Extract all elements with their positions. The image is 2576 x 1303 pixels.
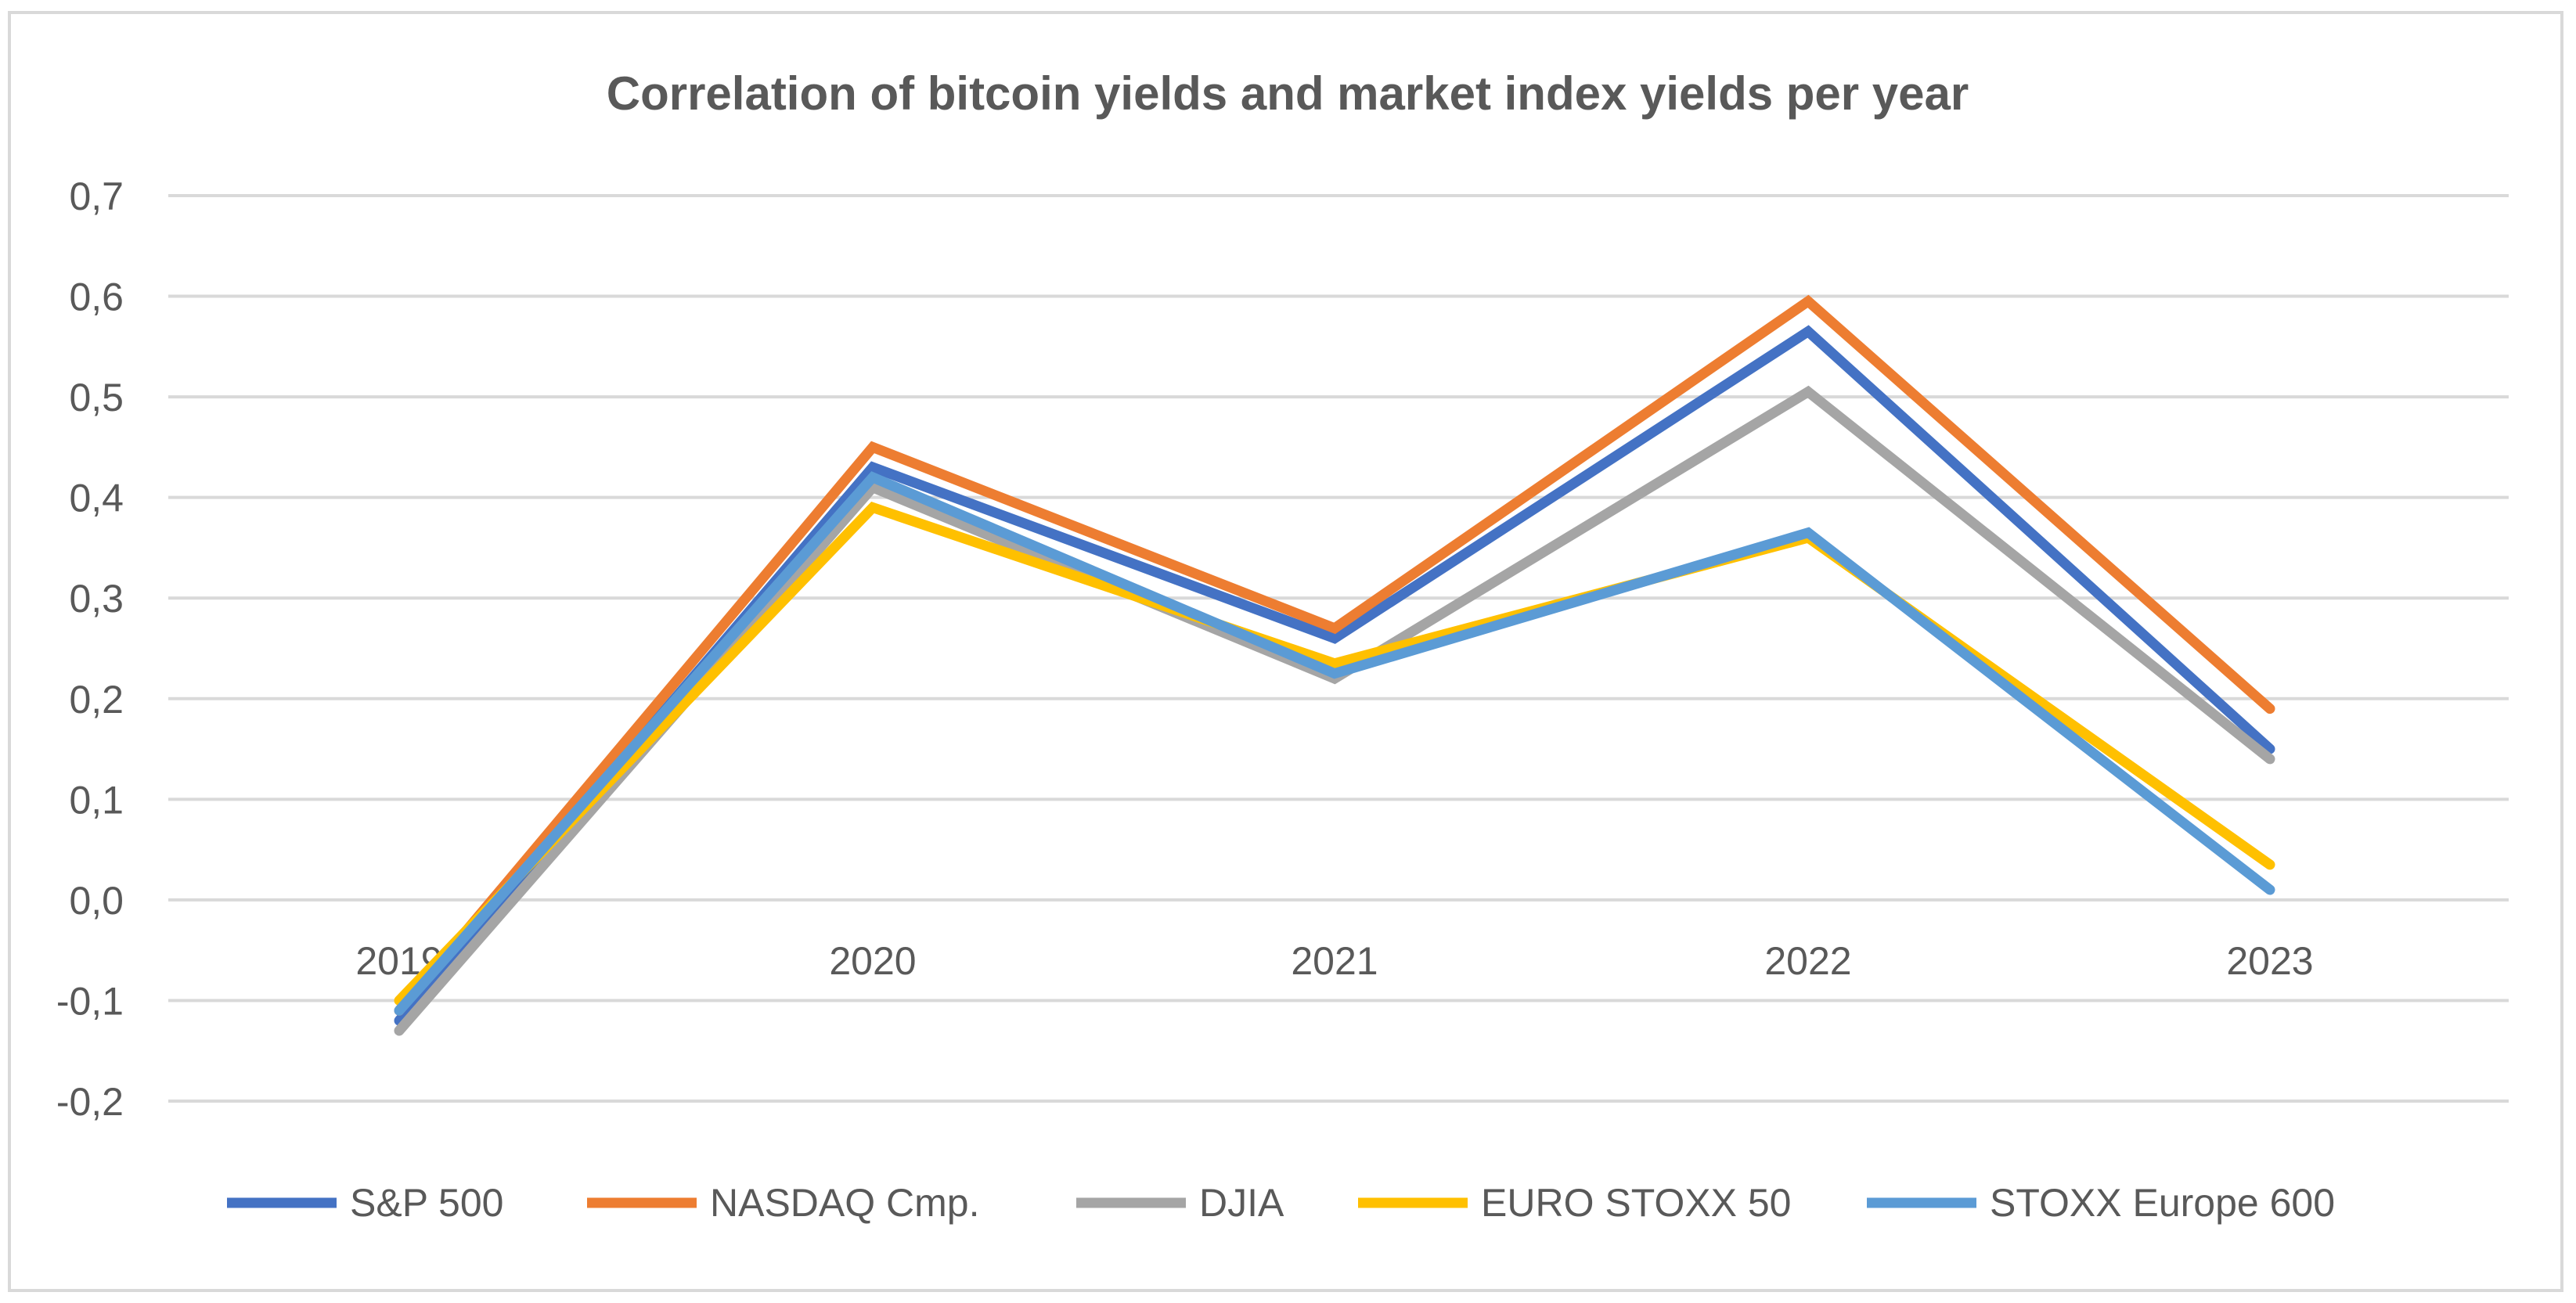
legend-item: STOXX Europe 600 [1867,1181,2335,1225]
x-tick-label: 2023 [2226,939,2313,983]
legend-label: DJIA [1199,1181,1284,1225]
y-tick-label: -0,2 [56,1080,124,1124]
y-tick-label: 0,7 [69,175,124,218]
x-axis-tick-labels: 2019 2020 2021 2022 2023 [355,939,2313,983]
y-tick-label: 0,4 [69,477,124,520]
y-tick-label: 0,2 [69,678,124,722]
chart-title: Correlation of bitcoin yields and market… [607,67,1969,120]
legend-label: STOXX Europe 600 [1990,1181,2335,1225]
legend-item: NASDAQ Cmp. [587,1181,980,1225]
legend-label: NASDAQ Cmp. [710,1181,980,1225]
y-tick-label: -0,1 [56,979,124,1023]
legend-label: S&P 500 [350,1181,503,1225]
y-tick-label: 0,1 [69,778,124,822]
gridlines [168,194,2509,1103]
y-tick-label: 0,6 [69,275,124,319]
y-tick-label: 0,3 [69,577,124,621]
series-line-3 [394,502,2275,1006]
legend: S&P 500 NASDAQ Cmp. DJIA EURO STOXX 50 STOXX… [227,1181,2335,1225]
legend-item: EURO STOXX 50 [1358,1181,1791,1225]
legend-item: DJIA [1076,1181,1284,1225]
x-tick-label: 2020 [829,939,916,983]
y-tick-label: 0,5 [69,376,124,419]
series-line-1 [394,294,2275,1016]
legend-item: S&P 500 [227,1181,503,1225]
x-tick-label: 2021 [1291,939,1378,983]
series-lines [394,294,2275,1036]
x-tick-label: 2022 [1764,939,1851,983]
series-line-4 [394,471,2275,1016]
legend-label: EURO STOXX 50 [1481,1181,1791,1225]
y-tick-label: 0,0 [69,879,124,923]
y-axis-tick-labels: 0,7 0,6 0,5 0,4 0,3 0,2 0,1 0,0 -0,1 -0,2 [56,175,124,1124]
